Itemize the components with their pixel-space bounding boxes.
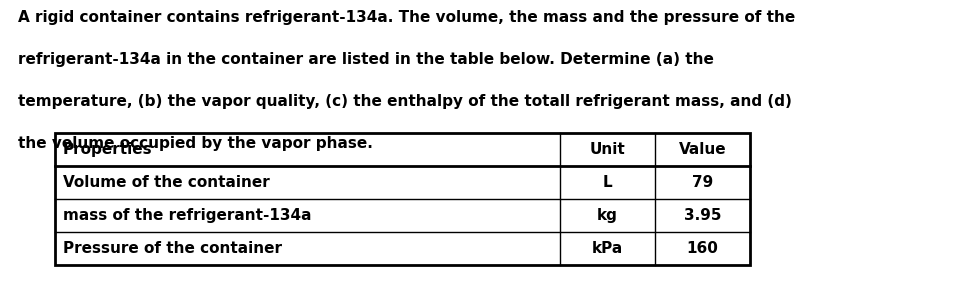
Bar [55,133,750,265]
Text: Properties: Properties [63,142,152,157]
Text: L: L [603,175,612,190]
Text: 79: 79 [692,175,713,190]
Text: temperature, (b) the vapor quality, (c) the enthalpy of the totall refrigerant m: temperature, (b) the vapor quality, (c) … [18,94,791,109]
Text: refrigerant-134a in the container are listed in the table below. Determine (a) t: refrigerant-134a in the container are li… [18,52,714,67]
Text: kPa: kPa [591,241,623,256]
Text: A rigid container contains refrigerant-134a. The volume, the mass and the pressu: A rigid container contains refrigerant-1… [18,10,795,25]
Text: Pressure of the container: Pressure of the container [63,241,282,256]
Text: 160: 160 [686,241,719,256]
Text: the volume occupied by the vapor phase.: the volume occupied by the vapor phase. [18,136,373,151]
Text: 3.95: 3.95 [683,208,722,223]
Text: Volume of the container: Volume of the container [63,175,270,190]
Text: Value: Value [679,142,726,157]
Text: Unit: Unit [590,142,625,157]
Text: mass of the refrigerant-134a: mass of the refrigerant-134a [63,208,311,223]
Text: kg: kg [597,208,618,223]
